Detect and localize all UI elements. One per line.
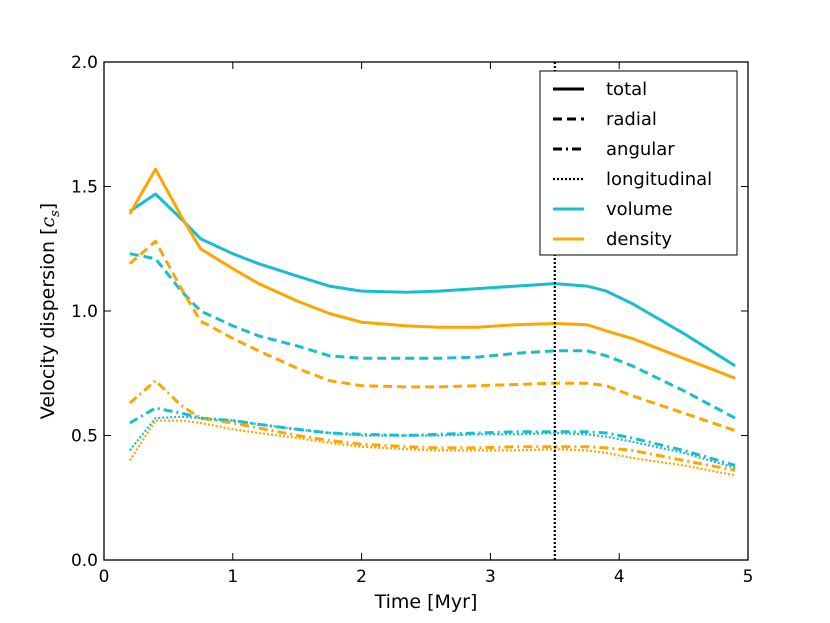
- y-axis-label: Velocity dispersion [cs]: [37, 203, 63, 419]
- tick-layer: 0 1 2 3 4 5 0.0 0.5 1.0 1.5 2.0: [71, 53, 753, 587]
- series-line-volume-radial: [129, 252, 736, 420]
- series-line-density-longitudinal: [128, 419, 736, 477]
- y-tick-label: 1.0: [71, 302, 98, 322]
- series-line-volume-longitudinal: [128, 415, 736, 469]
- x-tick-label: 4: [614, 567, 625, 587]
- x-tick-label: 5: [743, 567, 754, 587]
- legend-label: angular: [606, 139, 675, 160]
- legend-label: density: [606, 229, 672, 250]
- x-tick-label: 1: [227, 567, 238, 587]
- y-axis-label-symbol: c: [37, 217, 59, 228]
- legend-entry-density: density: [553, 229, 672, 250]
- y-tick-label: 0.5: [71, 427, 98, 447]
- legend-entries: total radial angular longitudinal volume dens…: [553, 79, 712, 250]
- y-tick-label: 1.5: [71, 178, 98, 198]
- legend-label: longitudinal: [606, 169, 712, 190]
- x-axis-label: Time [Myr]: [374, 591, 478, 613]
- y-tick-label: 0.0: [71, 551, 98, 571]
- legend-label: volume: [606, 199, 673, 220]
- y-axis-label-suffix: ]: [37, 203, 59, 210]
- x-tick-label: 3: [485, 567, 496, 587]
- legend-label: radial: [606, 109, 657, 130]
- x-tick-label: 0: [99, 567, 110, 587]
- series-line-density-total: [128, 167, 736, 380]
- series-line-density-angular: [128, 379, 736, 472]
- y-tick-label: 2.0: [71, 53, 98, 73]
- legend: total radial angular longitudinal volume dens…: [539, 70, 738, 256]
- legend-label: total: [606, 79, 647, 100]
- legend-box: [539, 70, 738, 256]
- x-tick-label: 2: [356, 567, 367, 587]
- series-line-volume-total: [128, 192, 736, 368]
- legend-entry-volume: volume: [553, 199, 673, 220]
- legend-entry-angular: angular: [553, 139, 675, 160]
- legend-entry-radial: radial: [553, 109, 657, 130]
- legend-entry-total: total: [553, 79, 647, 100]
- series-line-volume-angular: [129, 406, 736, 467]
- legend-entry-longitudinal: longitudinal: [553, 169, 712, 190]
- series-layer: [128, 167, 736, 477]
- y-axis-label-prefix: Velocity dispersion [: [37, 228, 59, 420]
- y-axis-label-subscript: s: [48, 210, 63, 217]
